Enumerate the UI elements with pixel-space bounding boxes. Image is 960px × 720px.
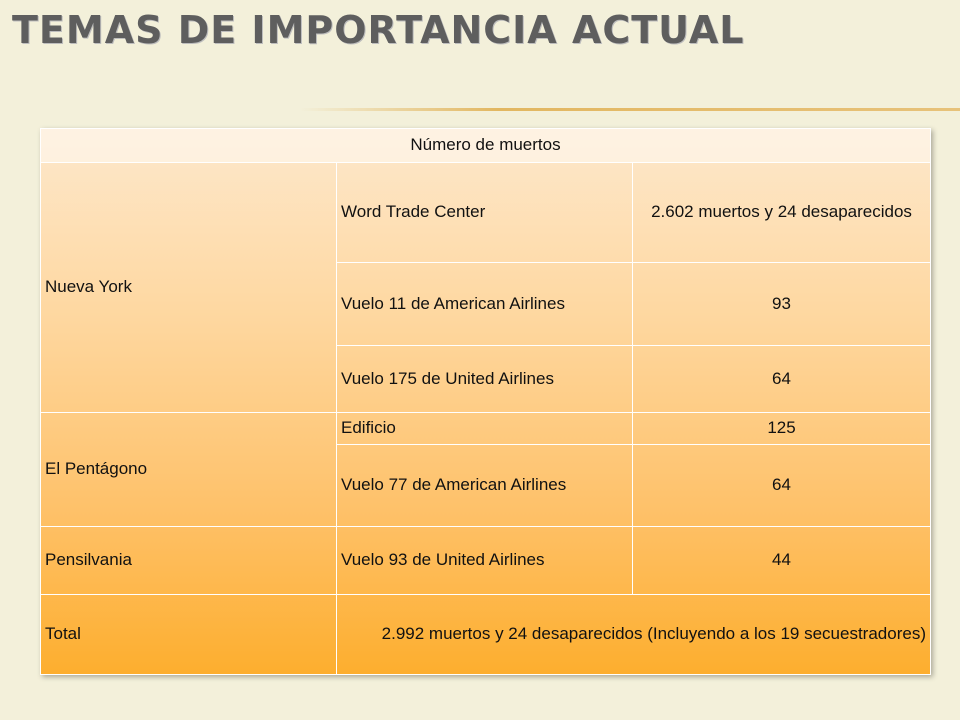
value-cell: 2.602 muertos y 24 desaparecidos [632, 162, 931, 263]
table-row: Pensilvania Vuelo 93 de United Airlines … [40, 526, 931, 595]
value-cell: 44 [632, 526, 931, 595]
place-cell: Word Trade Center [336, 162, 633, 263]
table-header: Número de muertos [40, 128, 931, 163]
table-row: El Pentágono Edificio 125 [40, 412, 931, 527]
table-row: Nueva York Word Trade Center 2.602 muert… [40, 162, 931, 413]
region-pennsylvania: Pensilvania [40, 526, 337, 595]
table-header-row: Número de muertos [40, 128, 931, 163]
table-row: Vuelo 175 de United Airlines 64 [41, 345, 931, 413]
place-cell: Vuelo 175 de United Airlines [336, 345, 633, 413]
place-cell: Vuelo 93 de United Airlines [336, 526, 633, 595]
deaths-table: Número de muertos Nueva York Word Trade … [40, 128, 931, 675]
region-pentagon: El Pentágono [40, 412, 337, 527]
total-value: 2.992 muertos y 24 desaparecidos (Incluy… [336, 594, 931, 675]
total-label: Total [40, 594, 337, 675]
region-new-york: Nueva York [40, 162, 337, 413]
slide-title: TEMAS DE IMPORTANCIA ACTUAL [12, 8, 745, 52]
table-row: Vuelo 77 de American Airlines 64 [41, 444, 931, 527]
value-cell: 64 [632, 444, 931, 527]
place-cell: Vuelo 77 de American Airlines [336, 444, 633, 527]
table-total-row: Total 2.992 muertos y 24 desaparecidos (… [40, 594, 931, 675]
value-cell: 64 [632, 345, 931, 413]
value-cell: 125 [632, 412, 931, 445]
title-divider [300, 108, 960, 111]
table-row: Vuelo 11 de American Airlines 93 [41, 262, 931, 346]
place-cell: Vuelo 11 de American Airlines [336, 262, 633, 346]
place-cell: Edificio [336, 412, 633, 445]
value-cell: 93 [632, 262, 931, 346]
